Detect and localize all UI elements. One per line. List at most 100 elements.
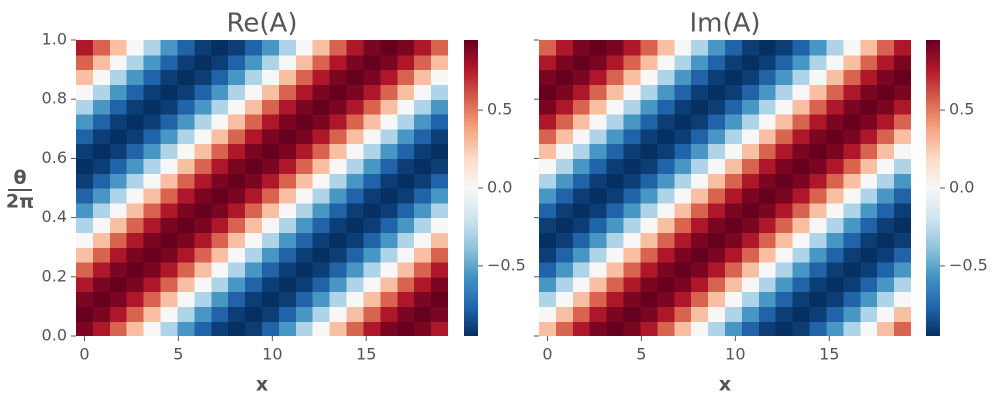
- heatmap-cell: [640, 188, 658, 204]
- heatmap-cell: [194, 143, 212, 159]
- heatmap-cell: [640, 276, 658, 293]
- heatmap-cell: [826, 84, 844, 100]
- heatmap-cell: [539, 247, 557, 263]
- heatmap-cell: [397, 262, 415, 278]
- heatmap-cell: [860, 232, 878, 248]
- heatmap-cell: [211, 173, 229, 189]
- heatmap-cell: [555, 247, 574, 263]
- heatmap-cell: [414, 217, 432, 233]
- heatmap-cell: [792, 143, 811, 159]
- heatmap-cell: [640, 202, 658, 219]
- heatmap-cell: [380, 99, 398, 115]
- heatmap-cell: [725, 128, 743, 145]
- heatmap-cell: [691, 321, 709, 336]
- heatmap-cell: [623, 173, 642, 189]
- heatmap-cell: [177, 321, 195, 336]
- heatmap-cell: [708, 188, 726, 204]
- heatmap-cell: [792, 158, 811, 174]
- heatmap-cell: [414, 321, 432, 336]
- heatmap-cell: [329, 128, 348, 145]
- heatmap-cell: [758, 306, 777, 322]
- heatmap-cell: [76, 173, 94, 189]
- heatmap-cell: [758, 158, 777, 174]
- heatmap-cell: [245, 99, 263, 115]
- heatmap-cell: [555, 291, 574, 307]
- heatmap-cell: [691, 202, 709, 219]
- heatmap-cell: [177, 158, 195, 174]
- heatmap-cell: [860, 128, 878, 145]
- heatmap-cell: [826, 202, 844, 219]
- heatmap-cell: [877, 173, 895, 189]
- heatmap-cell: [194, 128, 212, 145]
- heatmap-cell: [380, 306, 398, 322]
- heatmap-cell: [245, 262, 263, 278]
- heatmap-cell: [143, 158, 162, 174]
- heatmap-cell: [623, 143, 642, 159]
- heatmap-cell: [177, 114, 195, 130]
- heatmap-cell: [329, 158, 348, 174]
- heatmap-cell: [725, 173, 743, 189]
- heatmap-cell: [589, 262, 608, 278]
- heatmap-cell: [329, 40, 348, 56]
- heatmap-cell: [555, 114, 574, 130]
- heatmap-cell: [809, 247, 828, 263]
- heatmap-cell: [860, 202, 878, 219]
- heatmap-cell: [674, 217, 692, 233]
- heatmap-cell: [826, 262, 844, 278]
- heatmap-cell: [640, 69, 658, 85]
- heatmap-cell: [228, 291, 246, 307]
- heatmap-cell: [194, 54, 212, 71]
- heatmap-cell: [143, 99, 162, 115]
- heatmap-cell: [725, 84, 743, 100]
- heatmap-cell: [555, 262, 574, 278]
- heatmap-cell: [177, 262, 195, 278]
- heatmap-cell: [725, 276, 743, 293]
- heatmap-cell: [160, 69, 179, 85]
- heatmap-cell: [245, 276, 263, 293]
- heatmap-cell: [606, 128, 625, 145]
- heatmap-cell: [363, 114, 381, 130]
- heatmap-cell: [278, 128, 297, 145]
- heatmap-cell: [894, 69, 911, 85]
- heatmap-cell: [245, 40, 263, 56]
- heatmap-cell: [539, 128, 557, 145]
- heatmap-cell: [606, 232, 625, 248]
- heatmap-cell: [843, 40, 861, 56]
- heatmap-cell: [329, 69, 348, 85]
- heatmap-cell: [245, 114, 263, 130]
- heatmap-cell: [708, 173, 726, 189]
- heatmap-cell: [228, 128, 246, 145]
- heatmap-cell: [194, 262, 212, 278]
- heatmap-cell: [346, 217, 365, 233]
- heatmap-cell: [143, 232, 162, 248]
- heatmap-cell: [657, 247, 675, 263]
- heatmap-cell: [691, 262, 709, 278]
- heatmap-cell: [109, 114, 128, 130]
- heatmap-cell: [708, 128, 726, 145]
- heatmap-cell: [640, 291, 658, 307]
- heatmap-cell: [143, 217, 162, 233]
- heatmap-cell: [826, 128, 844, 145]
- heatmap-cell: [380, 54, 398, 71]
- heatmap-cell: [245, 232, 263, 248]
- heatmap-cell: [843, 262, 861, 278]
- heatmap-cell: [640, 262, 658, 278]
- heatmap-cell: [758, 262, 777, 278]
- heatmap-cell: [109, 262, 128, 278]
- heatmap-cell: [555, 99, 574, 115]
- heatmap-cell: [623, 291, 642, 307]
- heatmap-cell: [809, 232, 828, 248]
- heatmap-cell: [329, 114, 348, 130]
- heatmap-cell: [775, 188, 794, 204]
- heatmap-cell: [262, 247, 280, 263]
- heatmap-cell: [589, 276, 608, 293]
- heatmap-cell: [414, 247, 432, 263]
- heatmap-cell: [92, 291, 111, 307]
- heatmap-cell: [572, 188, 591, 204]
- heatmap-cell: [431, 40, 448, 56]
- heatmap-cell: [143, 69, 162, 85]
- heatmap-cell: [262, 128, 280, 145]
- heatmap-cell: [826, 188, 844, 204]
- heatmap-cell: [397, 40, 415, 56]
- heatmap-cell: [826, 54, 844, 71]
